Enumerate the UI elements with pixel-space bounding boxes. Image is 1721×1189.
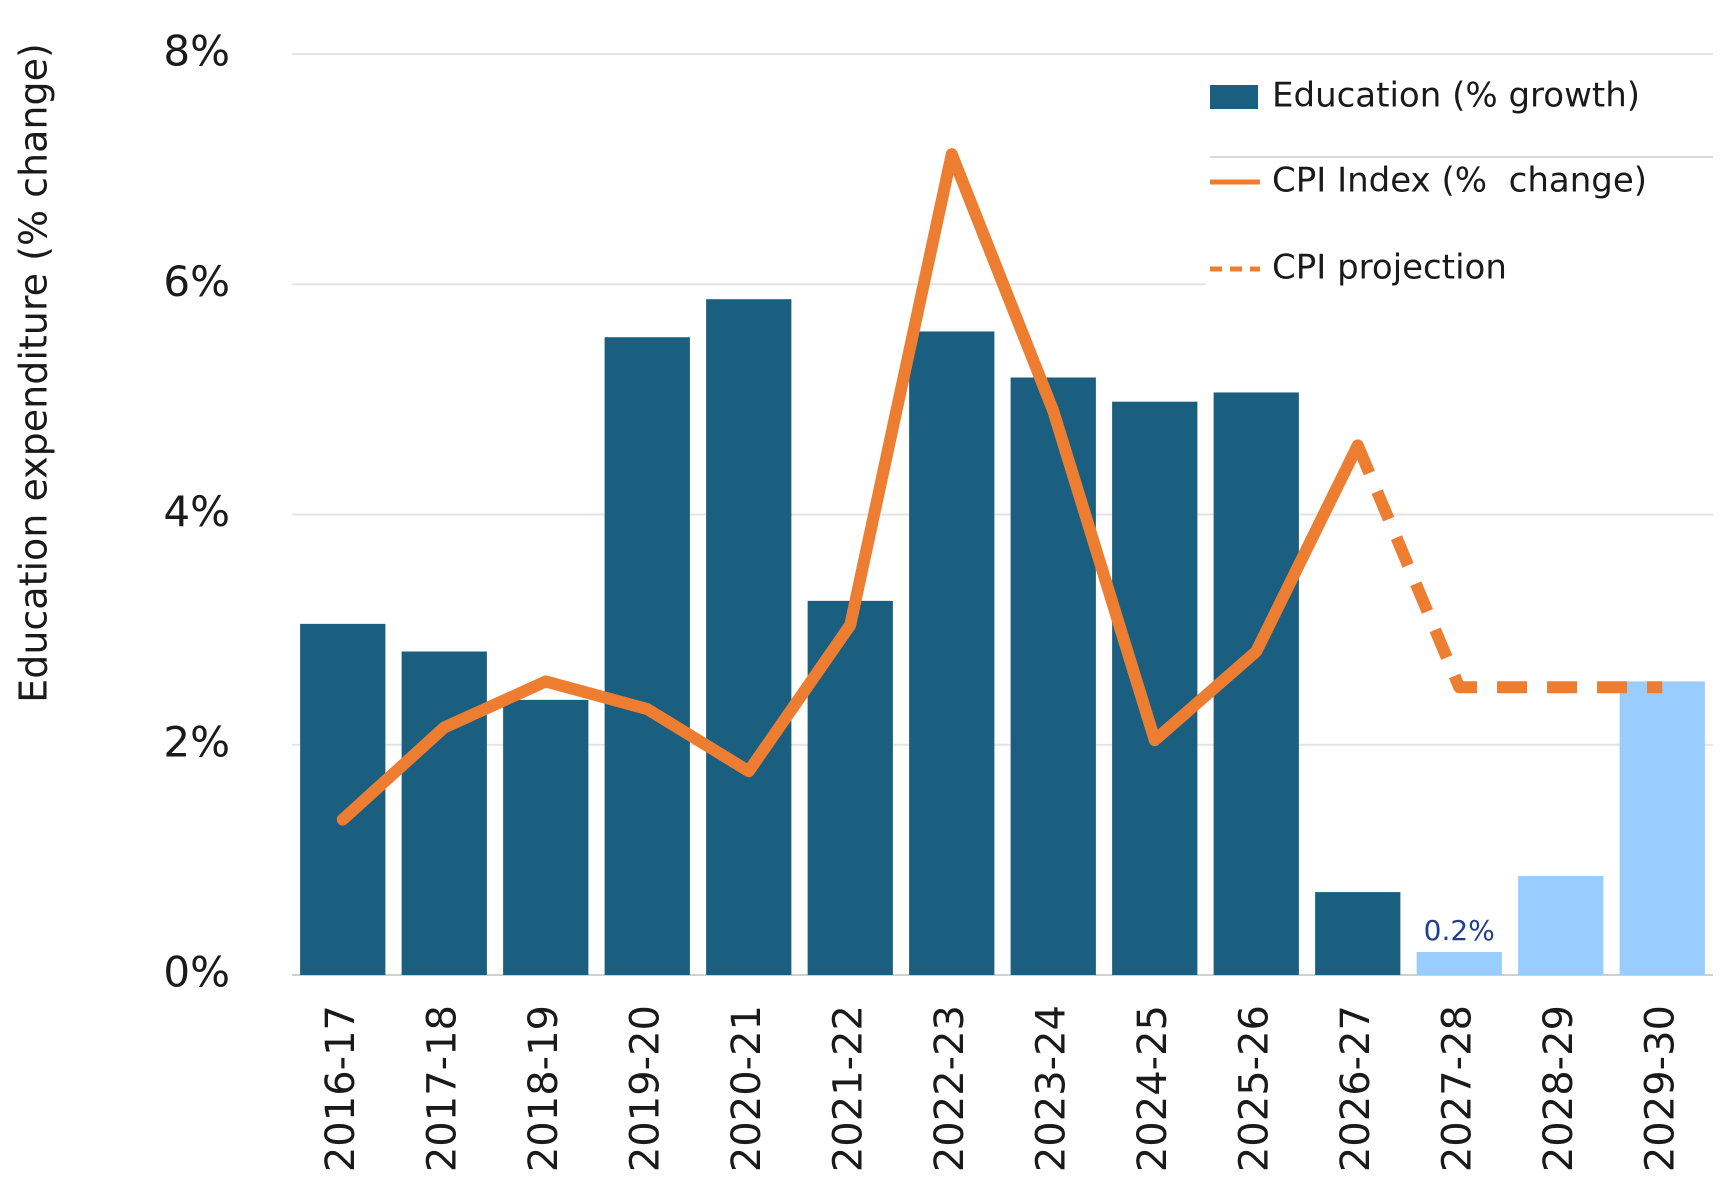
legend-label: Education (% growth) (1272, 76, 1640, 116)
x-tick-label: 2022-23 (927, 1005, 973, 1172)
x-tick-label: 2028-29 (1536, 1005, 1582, 1172)
y-axis-title: Education expenditure (% change) (12, 43, 56, 703)
legend-swatch (1210, 85, 1258, 109)
line (336, 148, 1364, 826)
bar (1619, 681, 1705, 975)
legend-label: CPI projection (1272, 248, 1507, 288)
legend-box (1206, 60, 1717, 300)
legend-label: CPI Index (% change) (1272, 161, 1647, 201)
x-tick-label: 2020-21 (724, 1005, 770, 1172)
y-tick-label: 8% (163, 27, 230, 76)
x-tick-label: 2019-20 (622, 1005, 668, 1172)
x-tick-label: 2026-27 (1333, 1005, 1379, 1172)
x-tick-label: 2029-30 (1637, 1005, 1683, 1172)
bar (604, 337, 690, 975)
line (1352, 443, 1663, 694)
bar (909, 331, 995, 975)
bar (401, 651, 487, 975)
x-tick-label: 2017-18 (419, 1005, 465, 1172)
x-tick-label: 2027-28 (1434, 1005, 1480, 1172)
y-tick-label: 2% (163, 717, 230, 766)
bar (1010, 377, 1096, 976)
value-label: 0.2% (1424, 914, 1495, 947)
x-tick-label: 2016-17 (318, 1005, 364, 1172)
bar (1416, 951, 1502, 975)
bar (1315, 892, 1401, 975)
bar (503, 699, 589, 975)
bar (1518, 875, 1604, 975)
bar (706, 299, 792, 975)
y-tick-label: 6% (163, 257, 230, 306)
x-tick-label: 2025-26 (1231, 1005, 1277, 1172)
y-tick-label: 4% (163, 487, 230, 536)
x-tick-label: 2021-22 (825, 1005, 871, 1172)
y-tick-label: 0% (163, 948, 230, 997)
bar (1112, 401, 1198, 975)
bar (807, 600, 893, 975)
x-tick-label: 2018-19 (521, 1005, 567, 1172)
x-tick-label: 2024-25 (1130, 1005, 1176, 1172)
x-tick-label: 2023-24 (1028, 1005, 1074, 1172)
